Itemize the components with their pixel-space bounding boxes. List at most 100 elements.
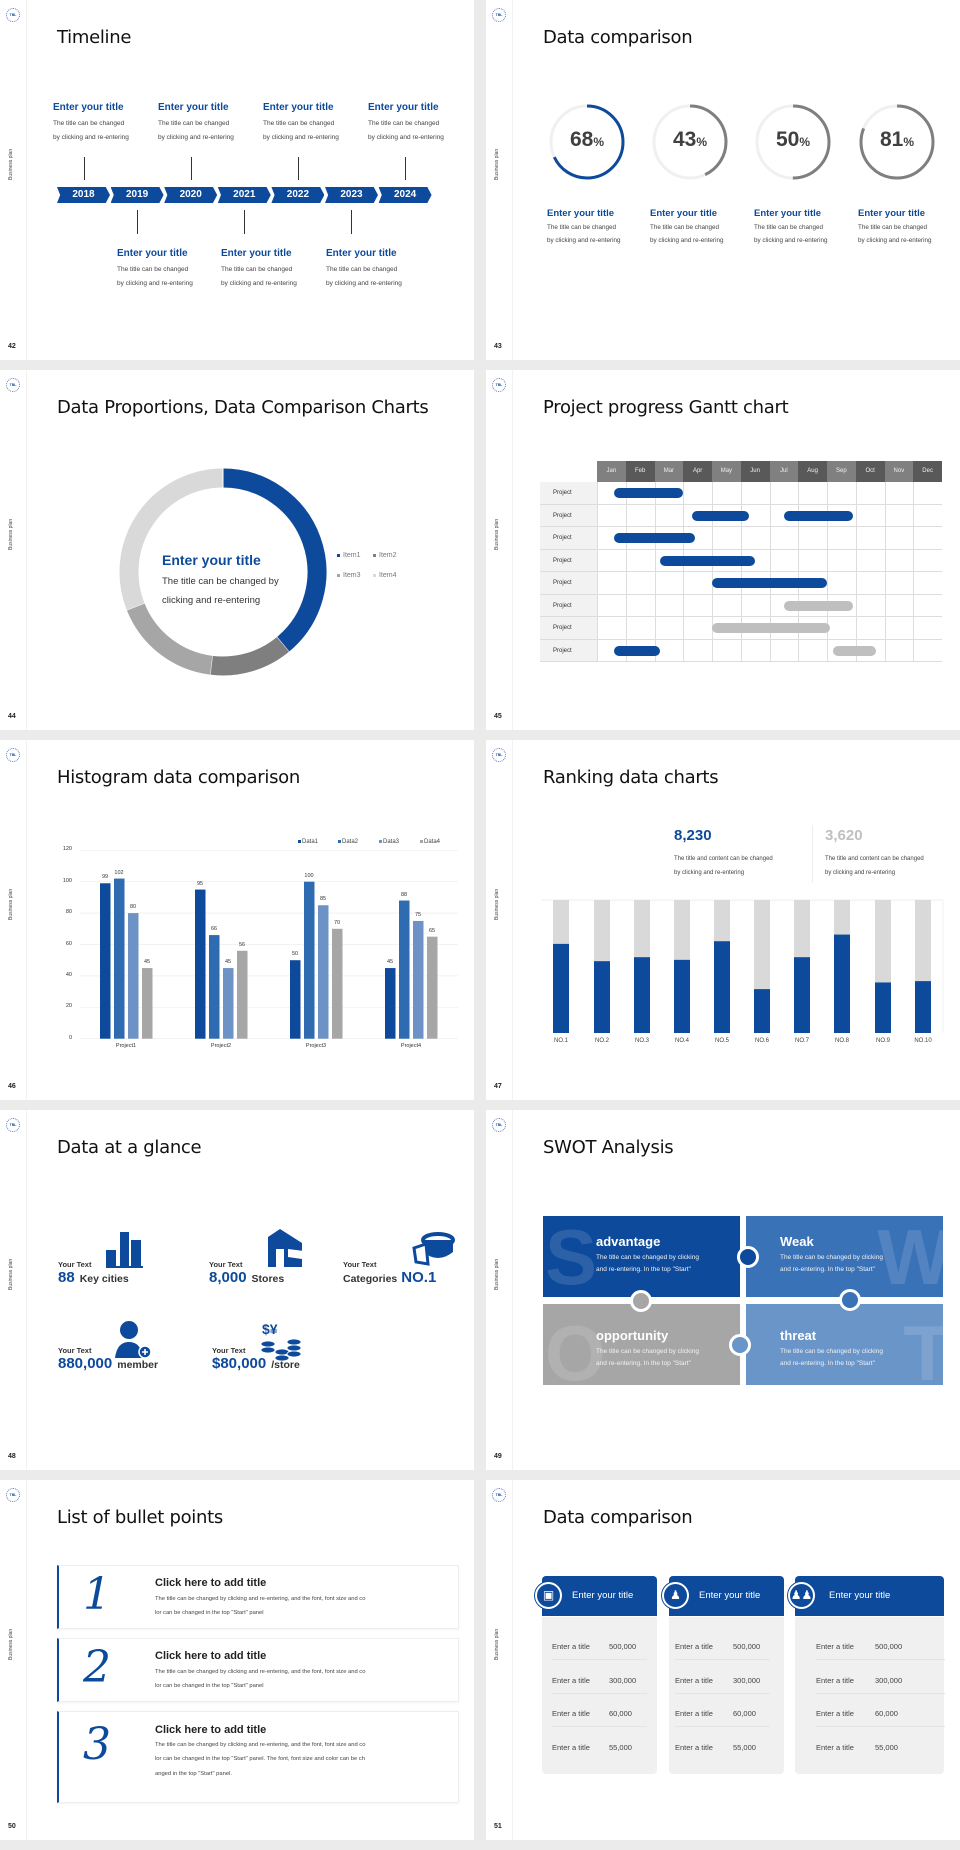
stat-label: Your Text — [212, 1346, 246, 1355]
gantt-bar — [614, 533, 695, 543]
slide-title: Ranking data charts — [543, 767, 719, 788]
coin — [286, 1344, 302, 1352]
ring-value: 50% — [753, 128, 833, 152]
row-label: Enter a title — [675, 1642, 713, 1651]
bullet-title: Click here to add title — [155, 1650, 267, 1662]
year-label: 2018 — [72, 189, 95, 200]
month-label: Jan — [606, 468, 617, 474]
bullet-title: Click here to add title — [155, 1577, 267, 1589]
gantt-bar — [783, 510, 853, 521]
ring-progress — [652, 104, 728, 180]
legend-item: Item3 — [337, 572, 361, 579]
row-label: Project — [540, 482, 597, 505]
milestone-desc: The title can be changed — [158, 120, 230, 127]
slide-data-at-a-glance: TBL Business plan 48 Data at a glance Your T… — [0, 1110, 474, 1470]
milestone-title: Enter your title — [53, 102, 124, 113]
rail-divider — [512, 370, 513, 730]
bar-data4-project2 — [237, 950, 248, 1039]
legend-label: Data1 — [302, 839, 319, 845]
data-label: 95 — [196, 880, 204, 887]
year-segment: 2020 — [164, 187, 218, 203]
milestone-desc: The title can be changed — [263, 120, 335, 127]
x-tick-label: Project2 — [210, 1043, 232, 1049]
grid-col — [769, 482, 771, 662]
ring-value: 43% — [650, 128, 730, 152]
stat-number: 88 — [58, 1269, 75, 1286]
slide-ring-comparison: TBL Business plan 43 Data comparison 68% Ente… — [486, 0, 960, 360]
y-tick-label: 40 — [65, 971, 72, 978]
legend-swatch — [373, 573, 376, 577]
row-label: Enter a title — [675, 1709, 713, 1719]
building — [106, 1250, 116, 1267]
bullet-desc: lor can be changed in the top "Start" pa… — [155, 1683, 264, 1690]
row-value: 500,000 — [733, 1642, 761, 1651]
month-header: Apr — [683, 461, 712, 482]
stat-desc: The title and content can be changed — [674, 856, 773, 862]
milestone-desc: by clicking and re-entering — [326, 280, 402, 287]
grid-col — [712, 482, 713, 662]
slide-title: Data comparison — [543, 27, 693, 48]
row-label: Project — [540, 594, 597, 617]
center-desc: clicking and re-entering — [162, 595, 261, 606]
bar-data3-project1 — [128, 913, 139, 1039]
bullet-card[interactable]: 2 Click here to add title The title can be… — [57, 1638, 459, 1702]
bar-value-no.2 — [594, 961, 610, 1033]
page-number: 48 — [8, 1453, 16, 1460]
stat-label: Your Text — [343, 1260, 377, 1269]
tower — [120, 1232, 129, 1267]
logo-icon: TBL — [6, 1488, 20, 1502]
logo-icon: TBL — [492, 8, 506, 22]
swot-title: Weak — [780, 1234, 814, 1249]
data-label: 65 — [428, 927, 436, 934]
legend-item: Item1 — [337, 552, 361, 559]
sidebar-label: Business plan — [8, 1258, 14, 1290]
grid-row — [597, 661, 942, 662]
bullet-card[interactable]: 3 Click here to add title The title can be… — [57, 1711, 459, 1803]
connector-line — [84, 157, 85, 180]
donut-slice-item1 — [222, 468, 327, 652]
stat-desc: by clicking and re-entering — [825, 870, 896, 876]
bar-value-no.7 — [794, 957, 810, 1033]
grid-row — [597, 548, 942, 550]
sidebar-label: Business plan — [8, 148, 14, 180]
page-number: 43 — [494, 343, 502, 350]
month-header: Sep — [827, 461, 856, 482]
bullet-number: 3 — [83, 1719, 111, 1770]
legend-swatch — [338, 839, 341, 843]
slide-donut-chart: TBL Business plan 44 Data Proportions, Data… — [0, 370, 474, 730]
bar-value-no.9 — [875, 982, 891, 1033]
grid-col — [884, 482, 886, 662]
donut-slice-item4 — [119, 468, 224, 611]
user-add-icon: ♟ — [662, 1582, 689, 1609]
milestone-desc: by clicking and re-entering — [53, 134, 129, 141]
bar-value-no.1 — [553, 943, 569, 1033]
ring-progress — [549, 104, 625, 180]
legend-item: Data3 — [379, 839, 399, 845]
stat-label: Your Text — [58, 1346, 92, 1355]
swot-letter: W — [877, 1216, 943, 1297]
swot-desc: The title can be changed by clicking — [780, 1348, 883, 1355]
gantt-bar — [712, 623, 830, 633]
bullet-desc: The title can be changed by clicking and… — [155, 1669, 366, 1675]
item-desc: by clicking and re-entering — [547, 237, 621, 244]
stat-desc: by clicking and re-entering — [674, 870, 745, 876]
page-number: 46 — [8, 1083, 16, 1090]
month-label: Jun — [750, 468, 760, 474]
bar-data1-project2 — [195, 889, 206, 1039]
city-buildings-icon — [106, 1232, 143, 1268]
coin — [286, 1338, 302, 1346]
donut-chart — [119, 468, 327, 676]
row-label: Project — [540, 527, 597, 550]
coin — [286, 1350, 302, 1358]
bar-data3-project2 — [223, 968, 234, 1039]
grid-row — [597, 571, 942, 572]
item-desc: by clicking and re-entering — [650, 237, 724, 244]
row-divider — [552, 1659, 647, 1660]
month-label: Dec — [922, 468, 933, 474]
rail-divider — [512, 740, 513, 1100]
bar-data1-project3 — [290, 960, 301, 1039]
legend-swatch — [337, 573, 340, 577]
bullet-card[interactable]: 1 Click here to add title The title can be… — [57, 1565, 459, 1629]
bar-data2-project2 — [209, 935, 220, 1039]
row-value: 60,000 — [609, 1709, 632, 1719]
